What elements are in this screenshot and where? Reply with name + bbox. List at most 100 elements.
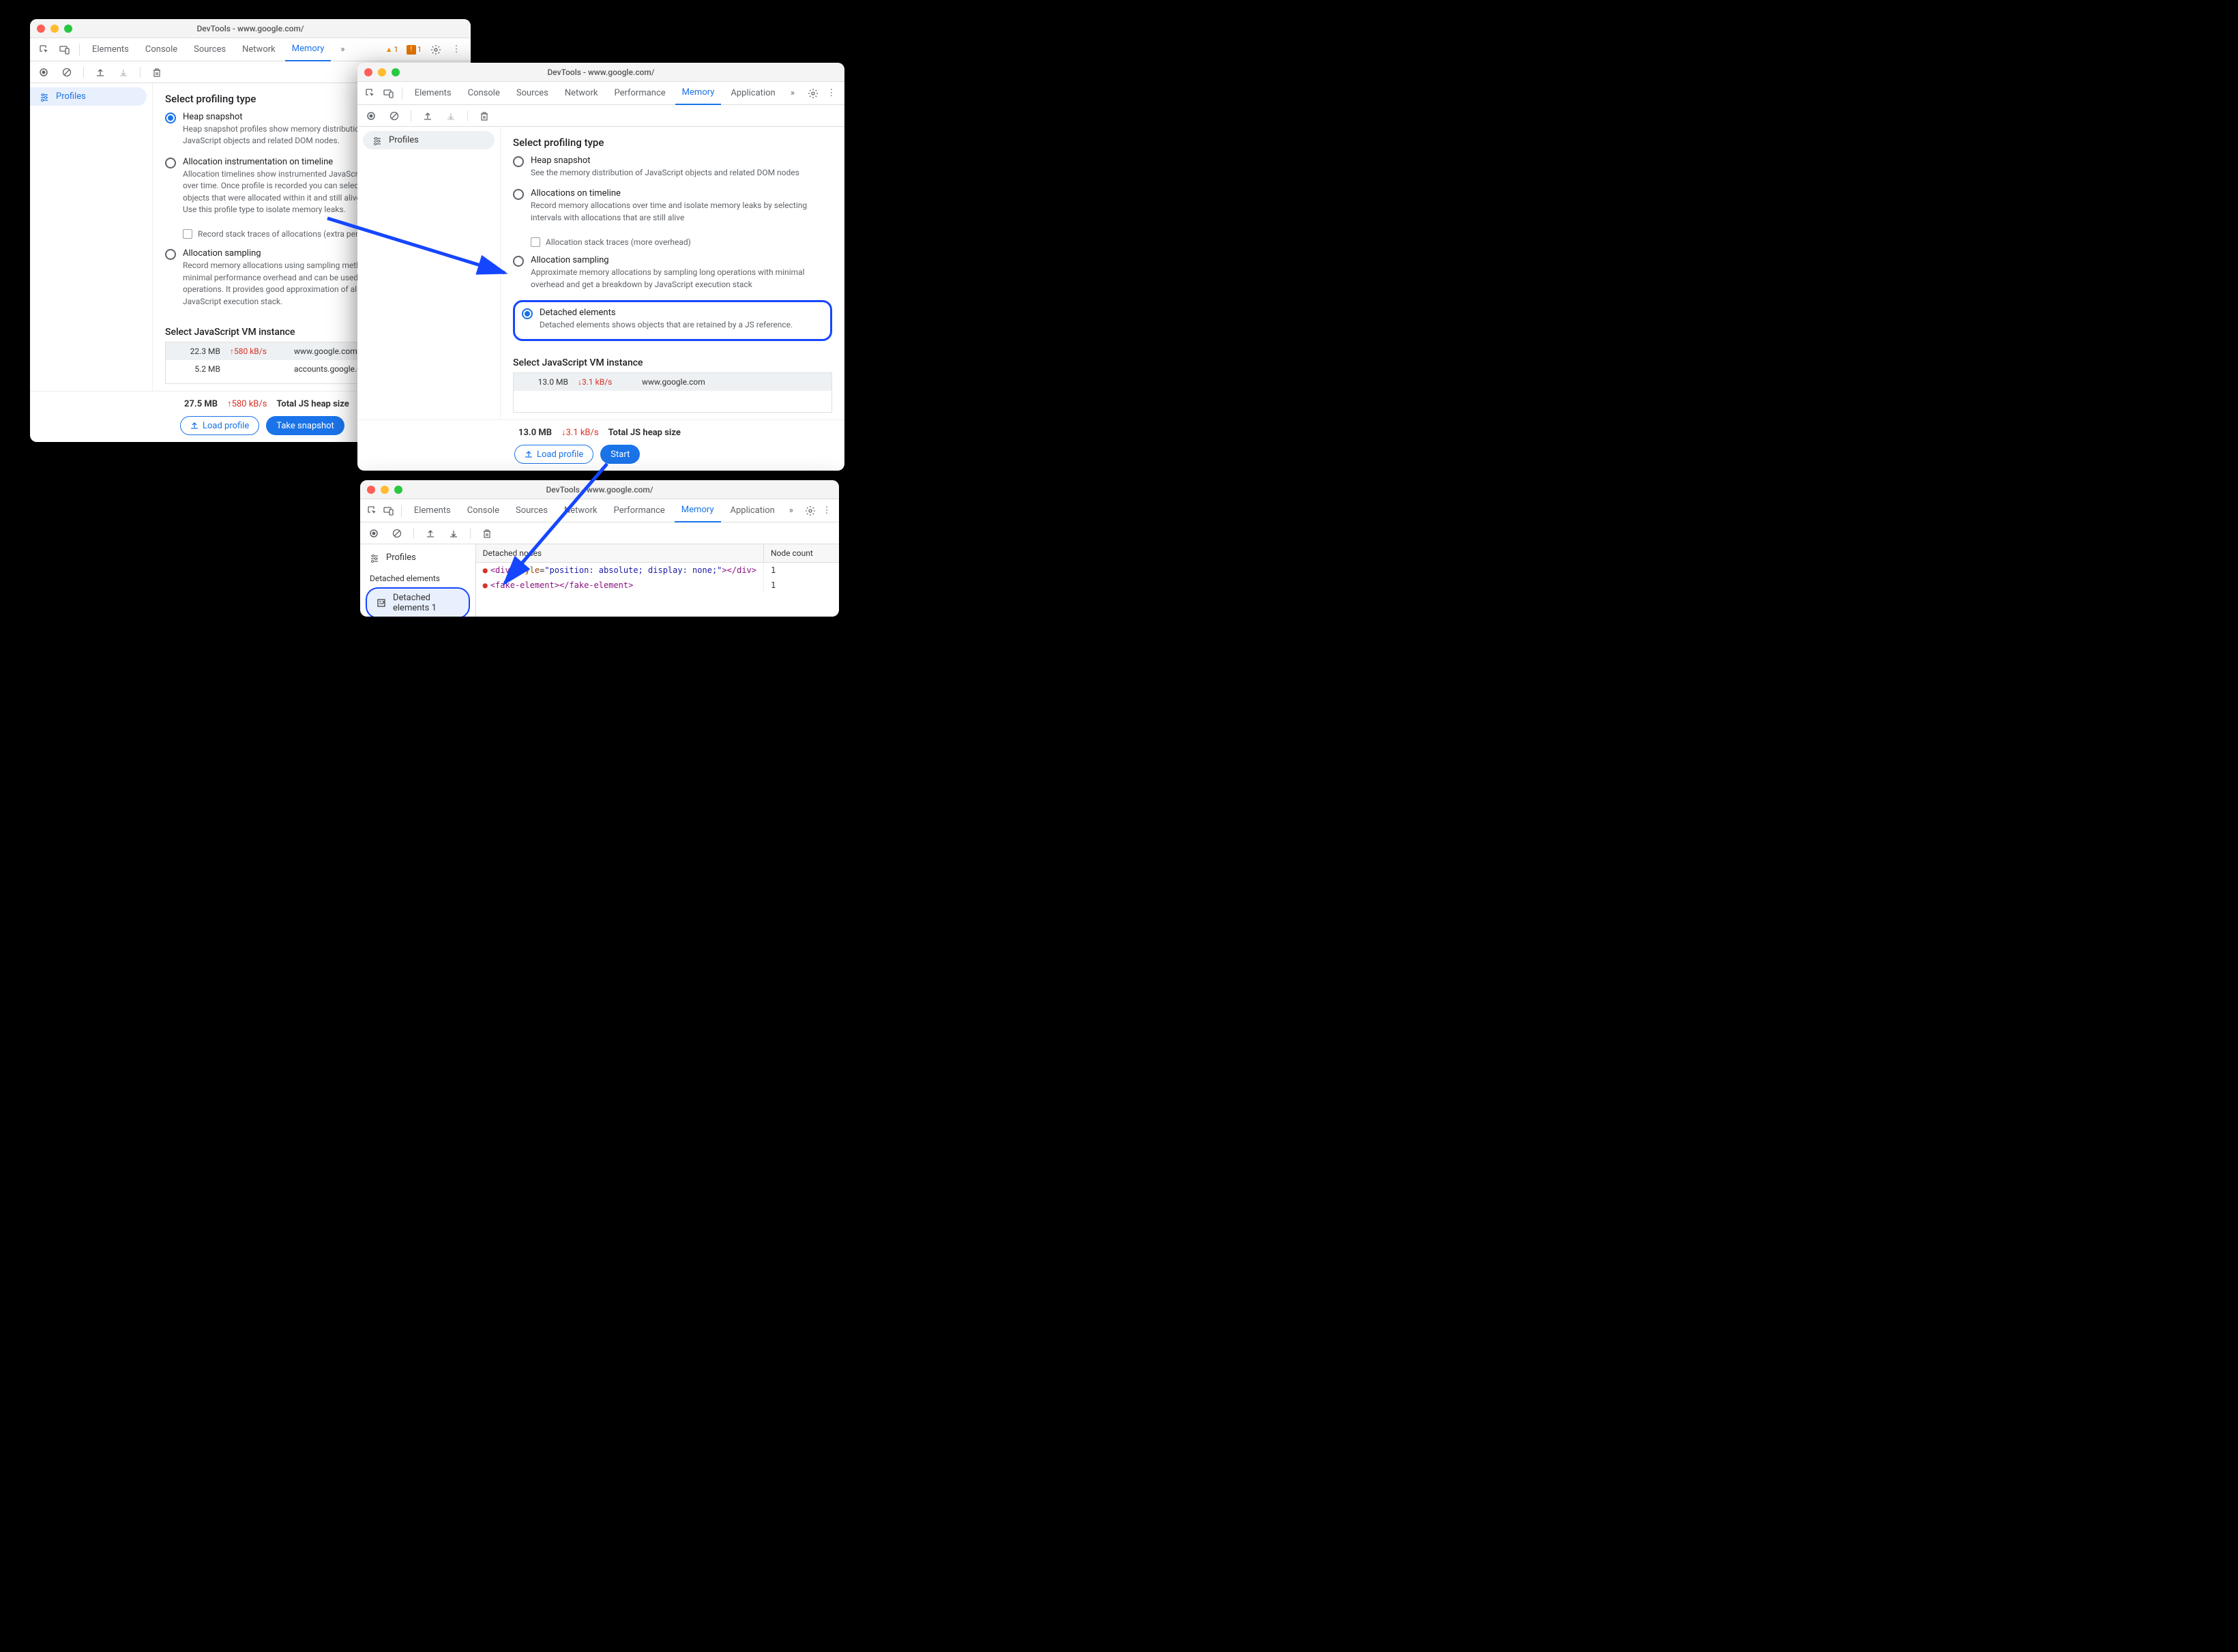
radio[interactable] [165,113,176,123]
settings-icon[interactable] [804,502,817,520]
upload-icon[interactable] [92,64,108,80]
checkbox[interactable] [531,237,540,247]
clear-icon[interactable] [59,64,75,80]
radio[interactable] [513,189,524,200]
tab-sources[interactable]: Sources [509,499,555,522]
kebab-icon[interactable]: ⋮ [824,85,839,102]
sidebar-profiles-label: Profiles [56,91,86,102]
kebab-icon[interactable]: ⋮ [820,502,834,520]
sidebar: Profiles Detached elements Detached elem… [360,544,476,617]
tab-performance[interactable]: Performance [607,82,672,105]
gc-icon[interactable] [476,108,492,124]
download-icon[interactable] [443,108,459,124]
zoom-dot[interactable] [64,25,72,33]
tab-bar: Elements Console Sources Network Perform… [357,82,844,105]
traffic-lights[interactable] [367,486,402,494]
more-tabs-icon[interactable]: » [785,85,800,102]
minimize-dot[interactable] [50,25,59,33]
window-title: DevTools - www.google.com/ [360,485,839,495]
traffic-lights[interactable] [37,25,72,33]
tab-elements[interactable]: Elements [85,38,136,61]
device-icon[interactable] [381,85,396,102]
option-detached-elements-highlight: Detached elements Detached elements show… [513,300,832,341]
settings-icon[interactable] [806,85,821,102]
device-icon[interactable] [56,41,74,59]
option-allocations-timeline[interactable]: Allocations on timeline Record memory al… [513,188,832,224]
tab-sources[interactable]: Sources [510,82,555,105]
tab-network[interactable]: Network [557,499,604,522]
radio[interactable] [522,308,533,319]
allocation-stack-traces-check[interactable]: Allocation stack traces (more overhead) [531,237,832,247]
sidebar-profiles[interactable]: Profiles [360,548,475,567]
inspect-icon[interactable] [35,41,53,59]
result-row[interactable]: ●<div style="position: absolute; display… [476,563,839,578]
load-profile-button[interactable]: Load profile [514,445,593,464]
upload-icon[interactable] [422,525,439,542]
tab-network[interactable]: Network [558,82,605,105]
zoom-dot[interactable] [392,68,400,76]
result-row[interactable]: ●<fake-element></fake-element> 1 [476,578,839,593]
sidebar-profiles[interactable]: Profiles [30,87,147,106]
tab-application[interactable]: Application [724,499,782,522]
radio[interactable] [165,158,176,168]
titlebar[interactable]: DevTools - www.google.com/ [30,19,471,38]
traffic-lights[interactable] [364,68,400,76]
tab-application[interactable]: Application [724,82,782,105]
tab-console[interactable]: Console [460,499,506,522]
window-title: DevTools - www.google.com/ [357,68,844,77]
close-dot[interactable] [367,486,375,494]
clear-icon[interactable] [386,108,402,124]
tab-performance[interactable]: Performance [607,499,672,522]
inspect-icon[interactable] [366,502,379,520]
tab-memory[interactable]: Memory [675,82,722,105]
download-icon[interactable] [445,525,462,542]
tab-network[interactable]: Network [235,38,282,61]
settings-icon[interactable] [427,41,445,59]
option-heap-snapshot[interactable]: Heap snapshot See the memory distributio… [513,156,832,179]
clear-icon[interactable] [389,525,405,542]
radio[interactable] [165,249,176,260]
record-icon[interactable] [363,108,379,124]
radio[interactable] [513,156,524,167]
gc-icon[interactable] [149,64,165,80]
upload-icon[interactable] [419,108,436,124]
device-icon[interactable] [382,502,396,520]
record-icon[interactable] [366,525,382,542]
more-tabs-icon[interactable]: » [334,41,351,59]
tab-sources[interactable]: Sources [187,38,233,61]
tab-elements[interactable]: Elements [407,499,458,522]
titlebar[interactable]: DevTools - www.google.com/ [360,480,839,499]
radio[interactable] [513,256,524,267]
tab-console[interactable]: Console [138,38,184,61]
download-icon[interactable] [115,64,132,80]
minimize-dot[interactable] [378,68,386,76]
option-detached-elements[interactable]: Detached elements Detached elements show… [522,308,823,331]
kebab-icon[interactable]: ⋮ [447,41,465,59]
tab-memory[interactable]: Memory [675,499,721,522]
devtools-window-new: DevTools - www.google.com/ Elements Cons… [357,63,844,471]
errors-badge[interactable]: !1 [404,45,424,55]
inspect-icon[interactable] [363,85,378,102]
sidebar-profiles[interactable]: Profiles [363,131,495,149]
take-snapshot-button[interactable]: Take snapshot [266,416,344,435]
start-button[interactable]: Start [600,445,640,464]
vm-row[interactable]: 13.0 MB ↓3.1 kB/s www.google.com [514,373,831,391]
btn-label: Start [610,449,630,460]
minimize-dot[interactable] [381,486,389,494]
record-icon[interactable] [35,64,52,80]
tab-elements[interactable]: Elements [408,82,458,105]
tab-console[interactable]: Console [461,82,507,105]
close-dot[interactable] [37,25,45,33]
more-tabs-icon[interactable]: » [784,502,798,520]
sidebar-detached-elements-1[interactable]: Detached elements 1 [366,587,470,617]
zoom-dot[interactable] [394,486,402,494]
total-size: 13.0 MB [518,428,552,438]
warnings-badge[interactable]: ▲1 [383,45,401,54]
tab-memory[interactable]: Memory [285,38,332,61]
option-allocation-sampling[interactable]: Allocation sampling Approximate memory a… [513,255,832,291]
titlebar[interactable]: DevTools - www.google.com/ [357,63,844,82]
gc-icon[interactable] [479,525,495,542]
checkbox[interactable] [183,229,192,239]
close-dot[interactable] [364,68,372,76]
load-profile-button[interactable]: Load profile [180,416,259,435]
